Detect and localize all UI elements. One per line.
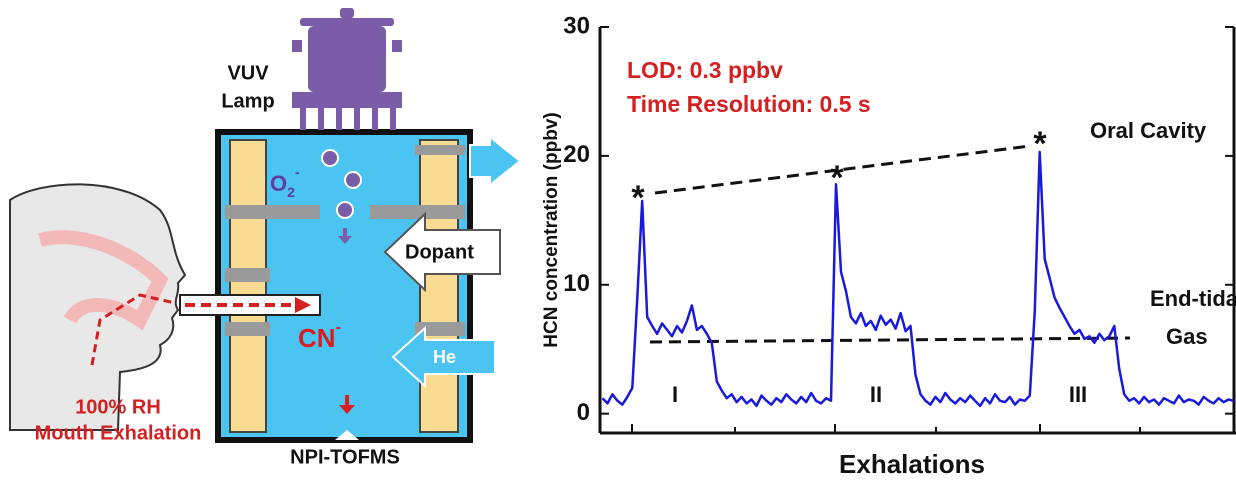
- cn-label: CN-: [298, 319, 341, 353]
- electrode-left: [229, 139, 267, 433]
- arrow: [339, 395, 355, 414]
- phase-label: III: [1069, 382, 1087, 407]
- star: *: [1033, 125, 1047, 163]
- chart: HCN concentration (ppbv) Exhalations LOD…: [541, 12, 1236, 479]
- label: Dopant: [405, 241, 474, 263]
- y-tick-label: 10: [563, 270, 590, 297]
- o2-sup: -: [295, 164, 300, 180]
- electrode-right: [419, 139, 459, 433]
- cn-base: CN: [298, 323, 336, 353]
- cn-sup: -: [336, 319, 341, 336]
- o2-label: O2-: [270, 164, 300, 200]
- star: *: [830, 159, 844, 197]
- outlet: [335, 430, 359, 440]
- label: 100% RH: [75, 396, 161, 418]
- arrow-head: [295, 297, 311, 313]
- grid-bar: [370, 205, 465, 219]
- annotation: Time Resolution: 0.5 s: [627, 91, 871, 117]
- x-axis-label: Exhalations: [839, 449, 985, 479]
- grid-bar: [415, 322, 465, 336]
- phase-label: II: [870, 382, 882, 407]
- annotation: End-tidal: [1150, 286, 1236, 311]
- o2-base: O: [270, 171, 287, 196]
- airway: [38, 230, 169, 331]
- grid-bar: [415, 145, 465, 155]
- annotation: LOD: 0.3 ppbv: [627, 57, 783, 83]
- diagram: VUV Lamp O2- Dopant CN- He NPI-TOFMS 100…: [9, 8, 522, 468]
- y-tick-label: 30: [563, 12, 590, 39]
- label: He: [433, 347, 456, 367]
- dopant-arrow: [383, 211, 501, 293]
- trend-line: [649, 336, 1131, 344]
- y-axis-label: HCN concentration (ppbv): [541, 112, 562, 347]
- arrow: [338, 228, 352, 244]
- y-tick-label: 0: [577, 399, 590, 426]
- exit-arrow: [469, 134, 522, 188]
- annotation: Gas: [1166, 324, 1208, 349]
- grid-bar: [225, 205, 320, 219]
- he-arrow: [391, 325, 496, 389]
- lamp: [292, 8, 402, 130]
- label: VUV: [227, 62, 269, 84]
- label: NPI-TOFMS: [290, 446, 400, 468]
- grid-bar: [225, 268, 270, 282]
- trend-line: [654, 144, 1031, 195]
- x-ticks: [631, 424, 1141, 433]
- ions: [321, 149, 362, 219]
- data-line: [601, 150, 1234, 408]
- o2-sub: 2: [287, 184, 295, 200]
- label: Lamp: [221, 90, 274, 112]
- y-tick-label: 20: [563, 141, 590, 168]
- grid-bar: [225, 322, 270, 336]
- label: Mouth Exhalation: [35, 422, 202, 444]
- breath-path: [90, 293, 176, 366]
- phase-label: I: [672, 382, 678, 407]
- annotation: Oral Cavity: [1090, 118, 1207, 143]
